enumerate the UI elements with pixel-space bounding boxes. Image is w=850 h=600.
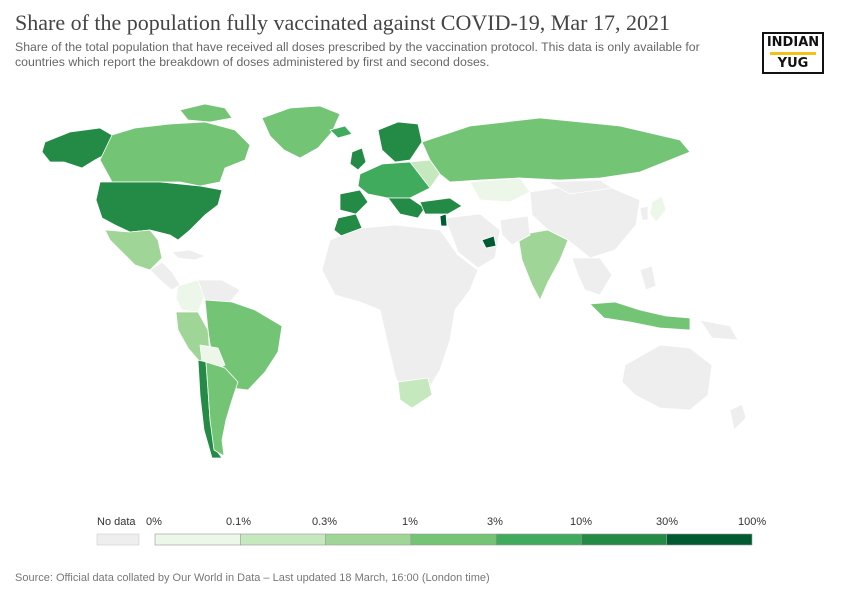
region-southeast-asia[interactable] bbox=[571, 257, 613, 296]
chart-title: Share of the population fully vaccinated… bbox=[15, 10, 670, 35]
region-new-zealand[interactable] bbox=[729, 403, 747, 431]
logo-line-2: YUG bbox=[777, 56, 809, 71]
region-caribbean[interactable] bbox=[171, 249, 206, 261]
region-mexico[interactable] bbox=[104, 229, 163, 271]
region-central-asia[interactable] bbox=[469, 177, 531, 203]
region-argentina[interactable] bbox=[205, 361, 239, 457]
region-africa[interactable] bbox=[321, 224, 479, 401]
region-australia[interactable] bbox=[621, 344, 713, 411]
region-greenland[interactable] bbox=[261, 105, 341, 159]
region-iberia[interactable] bbox=[339, 189, 369, 215]
legend-tick-label: 0.1% bbox=[226, 516, 252, 528]
world-map bbox=[41, 103, 747, 459]
region-western-europe[interactable] bbox=[357, 161, 431, 199]
region-israel[interactable] bbox=[439, 213, 448, 227]
region-italy-balkans[interactable] bbox=[387, 197, 426, 219]
region-korea[interactable] bbox=[639, 205, 649, 221]
region-iceland[interactable] bbox=[329, 125, 353, 139]
legend-tick-label: 100% bbox=[738, 516, 767, 528]
legend-tick-label: 0% bbox=[146, 516, 162, 528]
legend-tick-label: 3% bbox=[487, 516, 503, 528]
logo-line-1: INDIAN bbox=[766, 35, 820, 50]
region-scandinavia[interactable] bbox=[377, 121, 423, 163]
legend-color-bin bbox=[154, 533, 241, 546]
region-central-america[interactable] bbox=[149, 261, 181, 291]
legend-color-bin bbox=[495, 533, 582, 546]
region-russia[interactable] bbox=[421, 117, 691, 183]
legend-tick-label: 0.3% bbox=[312, 516, 338, 528]
legend-color-bin bbox=[581, 533, 668, 546]
legend-tick-label: 1% bbox=[402, 516, 418, 528]
region-indonesia[interactable] bbox=[589, 301, 691, 331]
region-pakistan-afghanistan[interactable] bbox=[499, 215, 531, 246]
region-india[interactable] bbox=[517, 229, 569, 301]
legend-color-scale bbox=[96, 533, 753, 546]
region-uk[interactable] bbox=[349, 147, 367, 171]
source-note: Source: Official data collated by Our Wo… bbox=[15, 572, 490, 584]
region-canada-islands[interactable] bbox=[179, 103, 233, 123]
legend-color-bin bbox=[666, 533, 753, 546]
legend-tick-label: 30% bbox=[656, 516, 679, 528]
region-philippines[interactable] bbox=[639, 265, 657, 291]
region-south-africa[interactable] bbox=[397, 377, 433, 409]
legend-color-bin bbox=[240, 533, 326, 546]
chart-subtitle: Share of the total population that have … bbox=[15, 40, 700, 69]
region-alaska[interactable] bbox=[41, 127, 113, 169]
region-canada[interactable] bbox=[99, 121, 251, 187]
region-mongolia[interactable] bbox=[547, 179, 613, 195]
legend-color-bin bbox=[410, 533, 497, 546]
region-papua[interactable] bbox=[699, 319, 739, 341]
indian-yug-logo: INDIAN YUG bbox=[762, 32, 824, 74]
region-japan[interactable] bbox=[649, 195, 667, 223]
legend-tick-label: 10% bbox=[570, 516, 593, 528]
region-united-states[interactable] bbox=[95, 181, 223, 241]
region-turkey[interactable] bbox=[419, 197, 463, 215]
legend-no-data-label: No data bbox=[97, 516, 136, 528]
region-uae[interactable] bbox=[481, 235, 497, 249]
region-middle-east[interactable] bbox=[444, 213, 501, 269]
logo-accent-bar bbox=[770, 52, 816, 55]
legend-no-data-swatch bbox=[96, 533, 140, 546]
legend-color-bin bbox=[325, 533, 412, 546]
region-venezuela[interactable] bbox=[197, 279, 241, 303]
